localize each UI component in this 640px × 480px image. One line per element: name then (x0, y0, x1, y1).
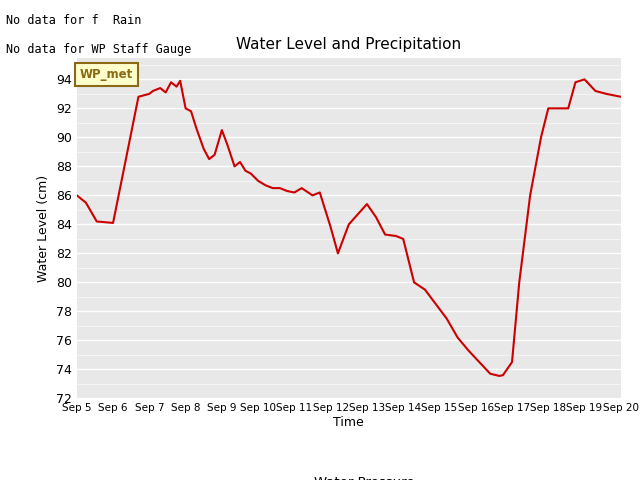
Text: No data for WP Staff Gauge: No data for WP Staff Gauge (6, 43, 191, 56)
Y-axis label: Water Level (cm): Water Level (cm) (37, 174, 51, 282)
X-axis label: Time: Time (333, 416, 364, 429)
Text: No data for f  Rain: No data for f Rain (6, 14, 142, 27)
Text: WP_met: WP_met (80, 68, 133, 81)
Title: Water Level and Precipitation: Water Level and Precipitation (236, 37, 461, 52)
Legend: Water Pressure: Water Pressure (278, 470, 420, 480)
